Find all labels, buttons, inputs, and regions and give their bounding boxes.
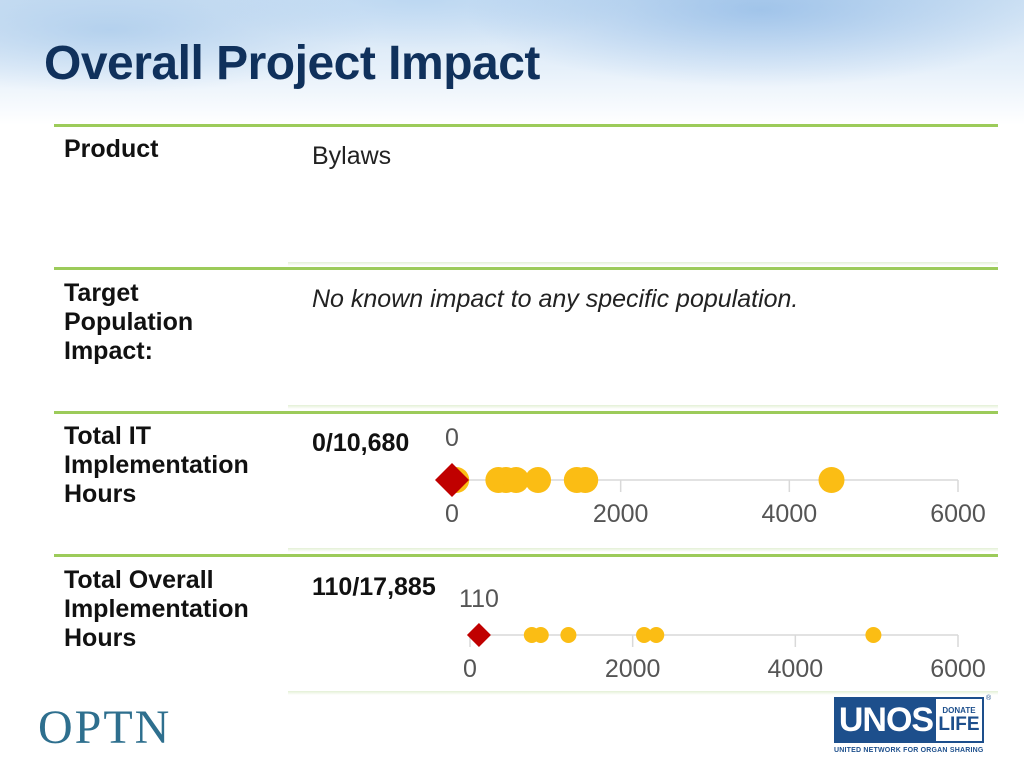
chart-highlight-marker <box>435 463 469 497</box>
chart-tick-label: 4000 <box>762 500 818 528</box>
row-divider-shadow <box>288 548 998 552</box>
life-text: LIFE <box>938 713 980 735</box>
chart-data-point <box>818 467 845 493</box>
donate-life-mark: DONATE LIFE <box>936 699 982 741</box>
it-hours-chart: 0 2000 4000 6000 0 <box>435 424 986 528</box>
optn-logo: OPTN <box>38 701 172 754</box>
overall-hours-chart: 0 2000 4000 6000 110 <box>459 585 986 683</box>
chart-tick-label: 4000 <box>768 655 824 683</box>
row-divider <box>54 554 998 557</box>
chart-highlight-marker <box>466 623 491 647</box>
overall-hours-label: Total Overall Implementation Hours <box>64 566 249 652</box>
row-divider-bottom <box>288 691 998 695</box>
chart-data-point <box>525 467 552 493</box>
row-divider-top <box>54 124 998 127</box>
unos-wordmark: UNOS <box>836 699 936 741</box>
it-hours-label: Total IT Implementation Hours <box>64 422 249 508</box>
chart-annotation-label: 0 <box>445 424 459 452</box>
page-title: Overall Project Impact <box>44 37 540 90</box>
chart-data-point <box>532 627 549 643</box>
product-value: Bylaws <box>312 142 392 170</box>
unos-tagline: UNITED NETWORK FOR ORGAN SHARING <box>834 747 984 754</box>
chart-annotation-label: 110 <box>459 585 499 613</box>
header-background <box>0 0 1024 125</box>
chart-data-point <box>865 627 882 643</box>
donate-text: DONATE <box>942 705 976 715</box>
chart-tick-label: 2000 <box>605 655 661 683</box>
row-divider-shadow <box>288 262 998 266</box>
chart-tick-label: 0 <box>445 500 459 528</box>
chart-data-point <box>503 467 530 493</box>
chart-data-point <box>648 627 665 643</box>
row-divider <box>54 411 998 414</box>
overall-hours-value: 110/17,885 <box>312 573 436 601</box>
registered-mark: ® <box>986 695 992 702</box>
unos-logo: UNOS DONATE LIFE ® UNITED NETWORK FOR OR… <box>834 695 991 759</box>
chart-tick-label: 6000 <box>930 500 986 528</box>
chart-data-point <box>636 627 653 643</box>
row-divider <box>54 267 998 270</box>
it-hours-value: 0/10,680 <box>312 429 410 457</box>
chart-data-point <box>560 627 577 643</box>
target-population-value: No known impact to any specific populati… <box>312 285 799 313</box>
chart-tick-label: 0 <box>463 655 477 683</box>
chart-tick-label: 2000 <box>593 500 649 528</box>
product-label: Product <box>64 135 159 163</box>
target-population-label: Target Population Impact: <box>64 279 194 365</box>
chart-tick-label: 6000 <box>930 655 986 683</box>
unos-logo-box: UNOS DONATE LIFE <box>834 697 984 743</box>
row-divider-shadow <box>288 405 998 409</box>
chart-data-point <box>572 467 599 493</box>
